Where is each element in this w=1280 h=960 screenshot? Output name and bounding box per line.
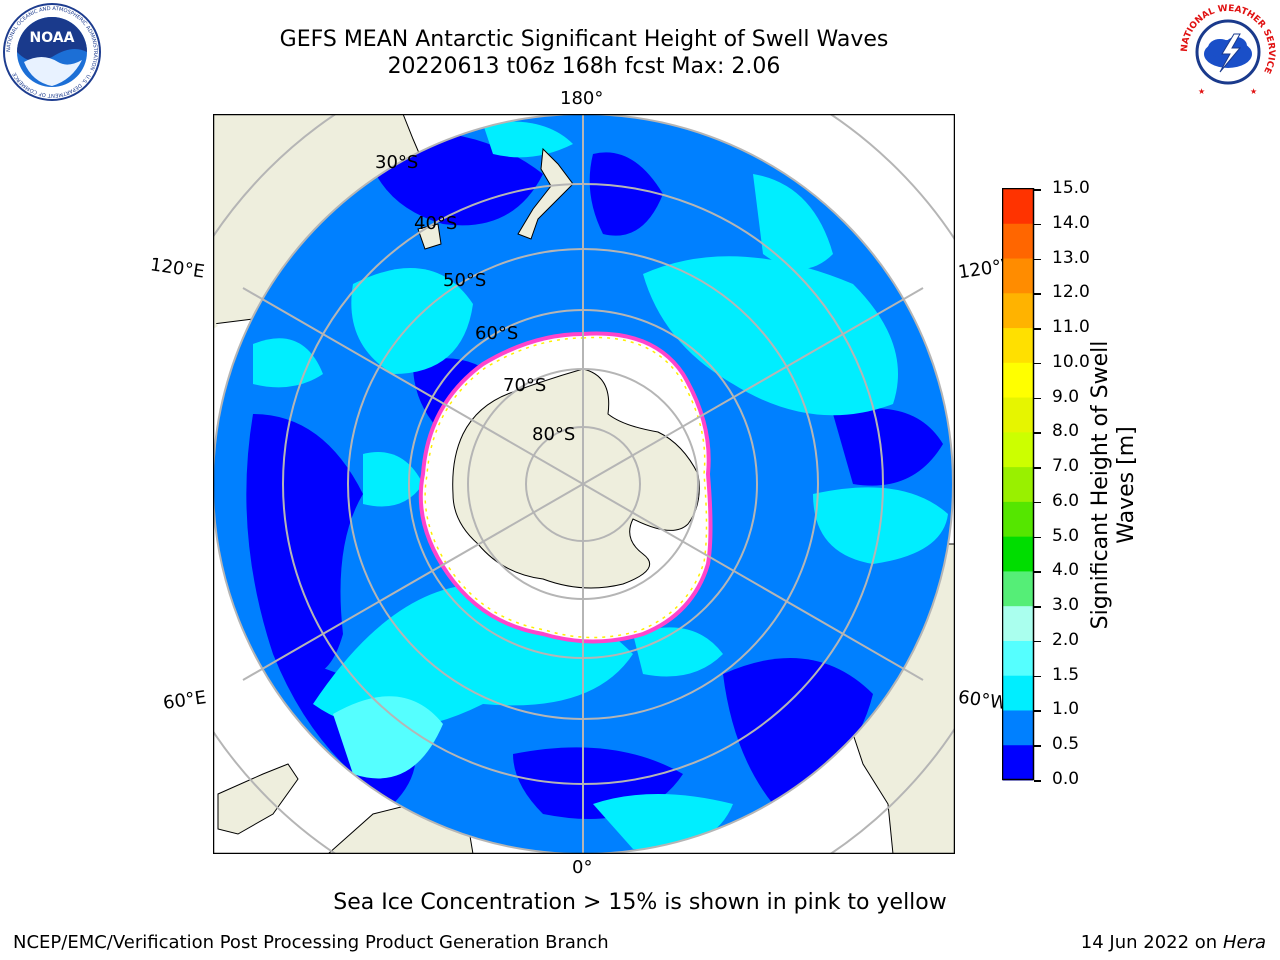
chart-subtitle: 20220613 t06z 168h fcst Max: 2.06	[387, 54, 781, 79]
noaa-logo: NATIONAL OCEANIC AND ATMOSPHERIC ADMINIS…	[3, 3, 101, 101]
colorbar-tick-label: 5.0	[1052, 525, 1080, 546]
colorbar-tick-mark	[1034, 606, 1041, 608]
svg-text:★: ★	[1198, 87, 1205, 96]
colorbar-tick-label: 0.0	[1052, 769, 1080, 789]
colorbar-tick-mark	[1034, 328, 1041, 330]
colorbar-tick-label: 7.0	[1052, 456, 1080, 477]
chart-title: GEFS MEAN Antarctic Significant Height o…	[279, 27, 889, 52]
colorbar-tick-label: 2.0	[1052, 629, 1080, 650]
colorbar-tick-mark	[1034, 536, 1041, 539]
colorbar-tick-label: 8.0	[1052, 421, 1080, 442]
colorbar-tick-label: 4.0	[1052, 560, 1080, 581]
colorbar-segment	[1003, 571, 1033, 607]
colorbar-tick-label: 14.0	[1052, 212, 1090, 233]
lat-label-40s: 40°S	[414, 213, 458, 234]
lat-label-80s: 80°S	[532, 424, 576, 445]
colorbar-tick-mark	[1034, 571, 1041, 573]
lat-label-30s: 30°S	[375, 152, 419, 173]
colorbar-tick-label: 6.0	[1052, 490, 1080, 511]
nws-logo: NATIONAL WEATHER SERVICE ★ ★	[1180, 4, 1276, 100]
colorbar-segment	[1003, 293, 1033, 329]
colorbar-segment	[1003, 258, 1033, 294]
colorbar-tick-label: 15.0	[1052, 178, 1090, 198]
colorbar-tick-mark	[1034, 467, 1041, 469]
colorbar-segment	[1003, 536, 1033, 572]
colorbar-label: Significant Height of Swell Waves [m]	[1088, 340, 1139, 630]
colorbar-segment	[1003, 189, 1033, 225]
colorbar-segment	[1003, 397, 1033, 433]
colorbar-tick-mark	[1034, 362, 1041, 365]
antarctica-landmass	[452, 368, 700, 589]
colorbar-tick-label: 3.0	[1052, 595, 1080, 616]
colorbar-tick-mark	[1034, 293, 1041, 295]
colorbar-tick-mark	[1034, 501, 1041, 504]
svg-text:★: ★	[1250, 87, 1257, 96]
sea-ice-note: Sea Ice Concentration > 15% is shown in …	[333, 890, 947, 915]
colorbar-segment	[1003, 710, 1033, 746]
colorbar-segment	[1003, 640, 1033, 677]
colorbar-segment	[1003, 328, 1033, 364]
credit-date: 14 Jun 2022 on Hera	[1080, 932, 1266, 953]
colorbar-segment	[1003, 223, 1033, 260]
colorbar-tick-mark	[1034, 432, 1041, 434]
colorbar-tick-label: 1.0	[1052, 699, 1080, 720]
colorbar-segment	[1003, 362, 1033, 399]
lon-label-0: 0°	[572, 857, 593, 878]
lon-label-180: 180°	[560, 88, 604, 109]
lon-label-60e: 60°E	[161, 687, 208, 714]
colorbar-segment	[1003, 501, 1033, 538]
lon-label-120e: 120°E	[148, 254, 206, 283]
credit-branch: NCEP/EMC/Verification Post Processing Pr…	[13, 932, 609, 953]
colorbar-tick-label: 12.0	[1052, 282, 1090, 303]
colorbar-segment	[1003, 432, 1033, 468]
colorbar-tick-mark	[1034, 223, 1041, 226]
colorbar-segment	[1003, 675, 1033, 711]
colorbar-tick-mark	[1034, 640, 1041, 643]
graticule	[213, 114, 955, 854]
colorbar-segment	[1003, 467, 1033, 503]
colorbar-tick-mark	[1034, 745, 1041, 747]
new-zealand-landmass	[517, 147, 574, 240]
colorbar-tick-mark	[1034, 397, 1041, 400]
lat-label-50s: 50°S	[443, 270, 487, 291]
colorbar-tick-label: 10.0	[1052, 351, 1090, 372]
noaa-logo-text: NOAA	[30, 30, 75, 46]
colorbar-tick-mark	[1034, 780, 1041, 782]
colorbar-tick-label: 11.0	[1052, 317, 1090, 338]
colorbar-tick-label: 1.5	[1052, 664, 1080, 685]
colorbar-tick-mark	[1034, 710, 1041, 712]
colorbar-tick-mark	[1034, 258, 1041, 261]
madagascar-landmass	[217, 763, 299, 835]
polar-map	[213, 114, 955, 854]
colorbar-tick-label: 13.0	[1052, 247, 1090, 268]
colorbar-tick-mark	[1034, 675, 1041, 678]
lat-label-70s: 70°S	[503, 375, 547, 396]
colorbar-segment	[1003, 606, 1033, 642]
colorbar-tick-label: 9.0	[1052, 386, 1080, 407]
colorbar-tick-mark	[1034, 189, 1041, 191]
colorbar-tick-label: 0.5	[1052, 734, 1080, 755]
lat-label-60s: 60°S	[475, 323, 519, 344]
colorbar-segment	[1003, 745, 1033, 781]
colorbar	[1002, 188, 1035, 781]
